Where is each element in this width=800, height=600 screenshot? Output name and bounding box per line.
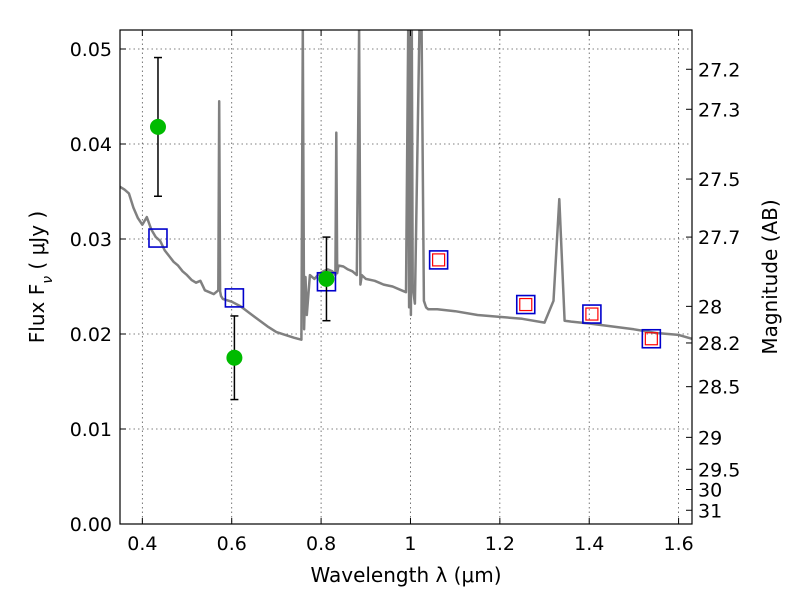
mag-tick-label: 27.7 [698,227,740,249]
x-tick-label: 1.4 [574,533,604,555]
observed-flux-point [226,349,243,366]
mag-tick-label: 29 [698,427,722,449]
y-tick-label: 0.05 [70,39,112,61]
upper-limit-square [644,332,658,346]
x-tick-label: 1.2 [485,533,515,555]
model-flux-square [148,228,168,248]
mag-tick-label: 31 [698,500,722,522]
model-flux-square [515,294,536,315]
model-flux-square [641,328,662,349]
data-layer [120,30,692,401]
y-tick-label: 0.02 [70,324,112,346]
x-tick-label: 0.4 [127,533,157,555]
model-flux-square [224,288,245,308]
model-flux-square [428,250,449,270]
observed-flux-point [149,118,166,135]
mag-tick-label: 28 [698,296,722,318]
mag-tick-label: 29.5 [698,459,740,481]
model-flux-square [582,304,602,324]
mag-tick-label: 27.2 [698,59,740,81]
mag-tick-label: 27.3 [698,99,740,121]
plot-frame [119,29,693,525]
model-spectrum-line [120,30,692,341]
mag-tick-label: 30 [698,480,722,502]
y-axis-title-sub: ν [40,276,56,284]
x-tick-label: 1 [404,533,416,555]
y-axis-title: Flux Fν ( μJy ) [25,211,56,343]
observed-flux-point [318,270,335,287]
x-axis-title: Wavelength λ (μm) [310,563,501,587]
ticks: 0.4 0.6 0.8 1 1.2 1.4 1.6 0.00 0.01 0.02 0.03 0.04 0… [70,30,740,555]
y-axis-title-unit: ( μJy ) [25,211,49,276]
x-tick-label: 1.6 [663,533,693,555]
y-tick-label: 0.01 [70,419,112,441]
upper-limit-square [432,253,446,267]
mag-tick-label: 28.2 [698,333,740,355]
upper-limit-square [585,307,599,321]
upper-limit-square [519,297,533,312]
mag-tick-label: 27.5 [698,169,740,191]
mag-tick-label: 28.5 [698,377,740,399]
y-tick-label: 0.03 [70,229,112,251]
y-tick-label: 0.04 [70,134,112,156]
x-tick-label: 0.8 [306,533,336,555]
y2-axis-title: Magnitude (AB) [758,199,782,354]
x-tick-label: 0.6 [217,533,247,555]
y-tick-label: 0.00 [70,514,112,536]
y-axis-title-main: Flux F [25,284,49,343]
